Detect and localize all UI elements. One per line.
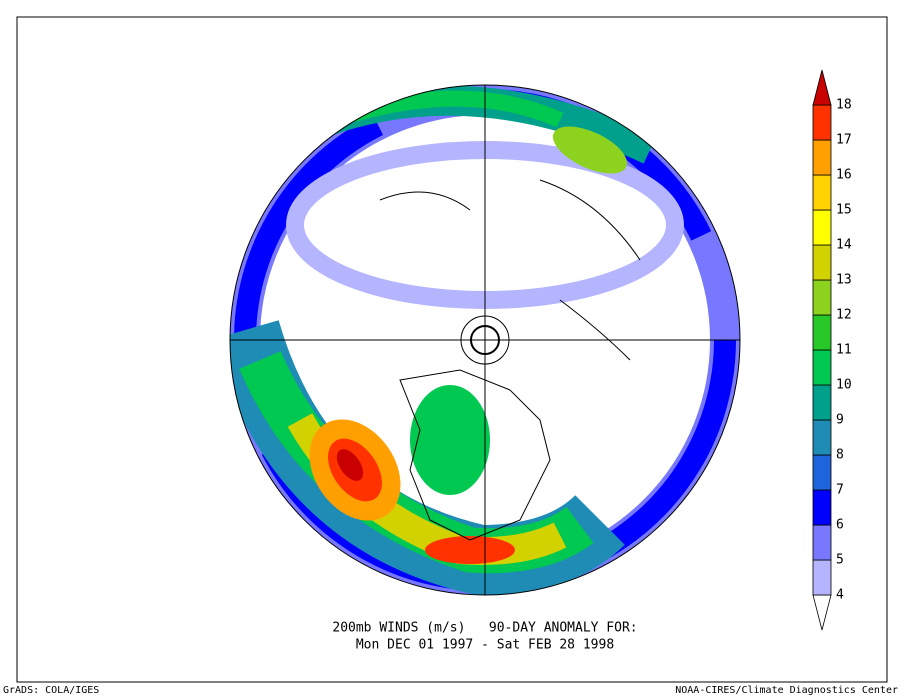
colorbar-segment [812, 104, 832, 141]
colorbar-segment [812, 69, 832, 106]
colorbar-segment [812, 244, 832, 281]
title-line: Mon DEC 01 1997 - Sat FEB 28 1998 [356, 638, 614, 653]
footer-left: GrADS: COLA/IGES [3, 685, 99, 696]
colorbar-segment [812, 454, 832, 491]
colorbar-segment [812, 314, 832, 351]
colorbar-segment [812, 559, 832, 596]
colorbar-segment [812, 209, 832, 246]
colorbar-label: 5 [836, 553, 844, 568]
colorbar-label: 8 [836, 448, 844, 463]
colorbar-label: 13 [836, 273, 852, 288]
colorbar-segment [812, 524, 832, 561]
colorbar-label: 4 [836, 588, 844, 603]
colorbar-label: 17 [836, 133, 852, 148]
colorbar-label: 6 [836, 518, 844, 533]
colorbar-label: 9 [836, 413, 844, 428]
colorbar-segment [812, 489, 832, 526]
colorbar-segment [812, 139, 832, 176]
colorbar-label: 14 [836, 238, 852, 253]
title-line: 200mb WINDS (m/s) 90-DAY ANOMALY FOR: [332, 621, 637, 636]
colorbar-segment [812, 419, 832, 456]
colorbar-segment [812, 279, 832, 316]
colorbar-segment [812, 384, 832, 421]
colorbar-label: 7 [836, 483, 844, 498]
colorbar: 4 5 6 7 8 9 10 11 12 13 14 15 16 17 18 [812, 69, 852, 631]
colorbar-label: 18 [836, 98, 852, 113]
colorbar-label: 11 [836, 343, 852, 358]
colorbar-label: 10 [836, 378, 852, 393]
colorbar-label: 15 [836, 203, 852, 218]
colorbar-label: 12 [836, 308, 852, 323]
footer-right: NOAA-CIRES/Climate Diagnostics Center [675, 685, 898, 696]
colorbar-segment [812, 594, 832, 631]
colorbar-segment [812, 174, 832, 211]
frame [16, 16, 888, 683]
colorbar-label: 16 [836, 168, 852, 183]
colorbar-segment [812, 349, 832, 386]
